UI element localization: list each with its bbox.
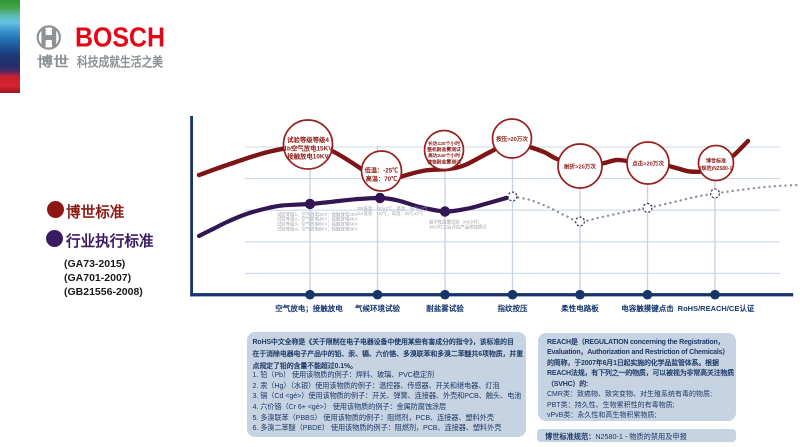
svg-text:耐盐雾试验: 耐盐雾试验: [426, 303, 464, 313]
svg-text:1b空气放电15KV: 1b空气放电15KV: [283, 143, 333, 152]
svg-text:RoHS/REACH/CE认证: RoHS/REACH/CE认证: [678, 303, 755, 313]
svg-text:试验等级4，空气放电8KV；接触放电8KV: 试验等级4，空气放电8KV；接触放电8KV: [277, 226, 358, 233]
svg-text:长达120个小时: 长达120个小时: [428, 140, 460, 147]
svg-text:超中性盐雾试验（48小时）: 超中性盐雾试验（48小时）: [429, 219, 482, 226]
svg-text:高温：70℃: 高温：70℃: [366, 175, 398, 183]
svg-text:镀铬耐盐雾测试: 镀铬耐盐雾测试: [427, 158, 461, 165]
svg-text:接触放电10KV: 接触放电10KV: [287, 152, 329, 161]
svg-text:按压>20万次: 按压>20万次: [496, 135, 528, 143]
svg-text:试验等级等级4: 试验等级等级4: [287, 135, 329, 144]
svg-text:(规范)N2580-1: (规范)N2580-1: [700, 165, 733, 172]
svg-text:48小时之后评估产品锈蚀情况: 48小时之后评估产品锈蚀情况: [429, 223, 487, 230]
svg-text:柔性电路板: 柔性电路板: [561, 303, 599, 313]
svg-text:指纹按压: 指纹按压: [498, 303, 528, 313]
svg-text:GB低温：-10±2℃，高温：55℃±2℃: GB低温：-10±2℃，高温：55℃±2℃: [357, 205, 429, 212]
svg-text:博世标准: 博世标准: [706, 158, 726, 165]
svg-text:电容触摸键点击: 电容触摸键点击: [621, 303, 674, 313]
svg-text:试验等级1，空气放电2KV；接触放电2KV: 试验等级1，空气放电2KV；接触放电2KV: [277, 211, 358, 218]
svg-text:空气放电；接触放电: 空气放电；接触放电: [275, 303, 343, 314]
svg-text:点击>20万次: 点击>20万次: [632, 159, 664, 167]
svg-text:科技成就生活之美: 科技成就生活之美: [77, 55, 164, 70]
svg-text:耐折>20万次: 耐折>20万次: [564, 162, 596, 170]
svg-text:试验等级2，空气放电4KV；接触放电4KV: 试验等级2，空气放电4KV；接触放电4KV: [277, 216, 358, 223]
svg-text:试验等级3，空气放电6KV；接触放电6KV: 试验等级3，空气放电6KV；接触放电6KV: [277, 221, 358, 228]
svg-text:高达240个小时: 高达240个小时: [428, 152, 460, 159]
svg-text:GA低温：-10℃，高温：55℃±2℃: GA低温：-10℃，高温：55℃±2℃: [357, 210, 424, 217]
svg-text:气候环境试验: 气候环境试验: [354, 303, 400, 313]
svg-text:BOSCH: BOSCH: [75, 22, 165, 53]
svg-text:整机耐盐雾测试: 整机耐盐雾测试: [426, 146, 461, 153]
svg-text:低温：-25℃: 低温：-25℃: [364, 166, 400, 174]
svg-text:博世: 博世: [37, 54, 70, 70]
